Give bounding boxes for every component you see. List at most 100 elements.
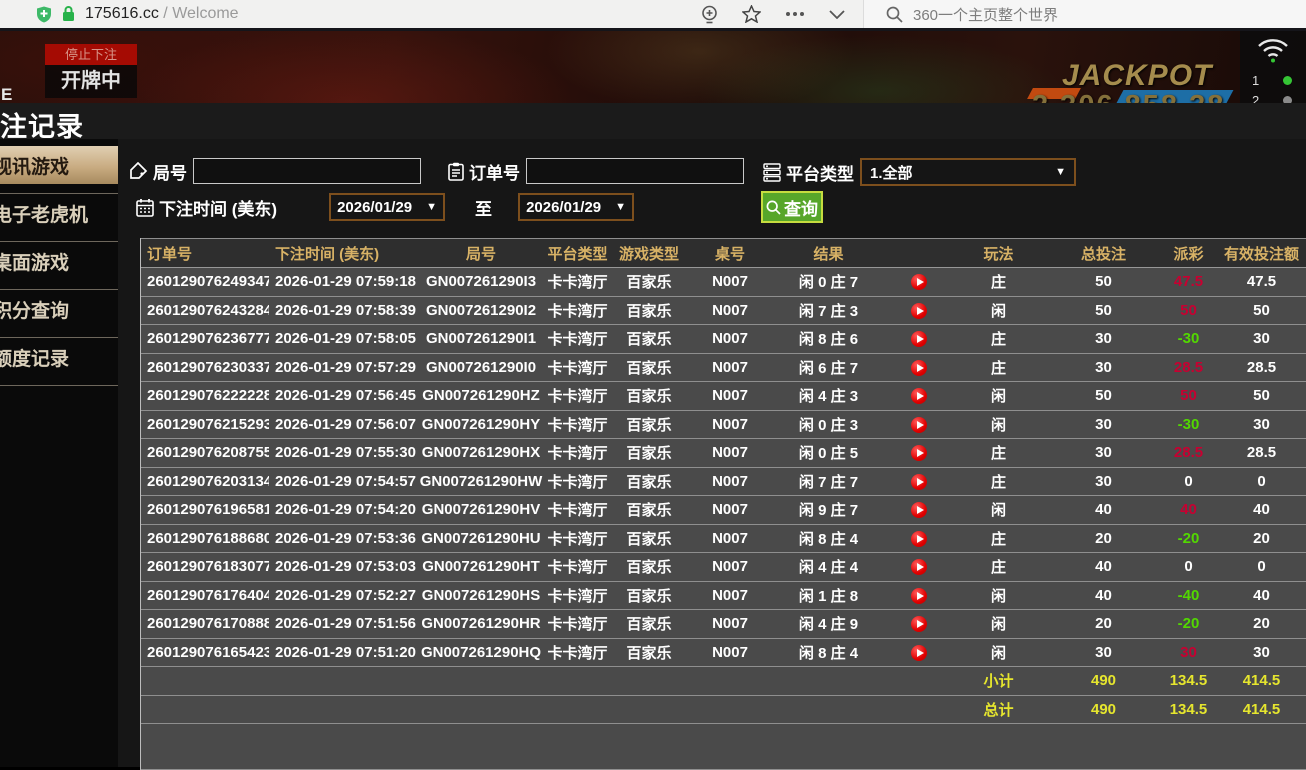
play-video-icon[interactable] [910, 530, 927, 547]
play-video-icon[interactable] [910, 445, 927, 462]
bet-side-cell: 闲 [951, 410, 1046, 439]
play-video-icon[interactable] [910, 587, 927, 604]
payout-cell: -20 [1161, 524, 1216, 553]
column-header-2: 局号 [416, 238, 546, 268]
game-type-cell: 百家乐 [609, 353, 689, 382]
sidebar-item-4[interactable]: 额度记录 [0, 338, 118, 376]
result-cell: 闲 4 庄 4 [771, 552, 886, 582]
subtotal-row-cell-10: 134.5 [1161, 666, 1216, 696]
valid-bet-cell: 50 [1216, 296, 1306, 325]
sidebar-item-0[interactable]: 视讯游戏 [0, 146, 132, 184]
table-status-badges: 停止下注 开牌中 [45, 44, 137, 98]
line-1-option[interactable]: 1 [1252, 73, 1293, 88]
payout-cell: -30 [1161, 410, 1216, 439]
play-video-icon[interactable] [910, 302, 927, 319]
play-video-icon[interactable] [910, 359, 927, 376]
order-no-cell: 260129076188680 [141, 524, 269, 553]
table-no-cell: N007 [689, 638, 771, 667]
game-no-cell: GN007261290I2 [416, 296, 546, 325]
play-video-icon[interactable] [910, 644, 927, 661]
jackpot-banner: JACKPOT 2,306,858.38 [1020, 57, 1250, 106]
zoom-page-icon[interactable] [701, 5, 718, 24]
payout-cell: 50 [1161, 381, 1216, 411]
game-no-cell: GN007261290HT [416, 552, 546, 582]
browser-search-box[interactable]: 360一个主页整个世界 [863, 0, 1306, 28]
subtotal-row-cell-4 [609, 666, 689, 696]
game-no-cell: GN007261290I1 [416, 324, 546, 354]
date-to-select[interactable]: 2026/01/29 ▼ [518, 193, 635, 221]
play-video-icon[interactable] [910, 559, 927, 576]
table-row: 260129076208755 2026-01-29 07:55:30 GN0072… [141, 438, 1306, 468]
platform-type-select[interactable]: 1.全部 ▼ [860, 158, 1076, 186]
subtotal-row-cell-11: 414.5 [1216, 666, 1306, 696]
play-cell [886, 410, 951, 439]
subtotal-row-cell-5 [689, 666, 771, 696]
total-bet-cell: 30 [1046, 410, 1161, 439]
valid-bet-cell: 28.5 [1216, 438, 1306, 468]
result-cell: 闲 8 庄 4 [771, 638, 886, 667]
sidebar-divider [0, 385, 118, 386]
play-cell [886, 381, 951, 411]
valid-bet-cell: 28.5 [1216, 353, 1306, 382]
payout-cell: -20 [1161, 609, 1216, 639]
column-header-9: 总投注 [1046, 238, 1161, 268]
payout-cell: 47.5 [1161, 267, 1216, 297]
play-cell [886, 467, 951, 496]
payout-cell: 0 [1161, 552, 1216, 582]
game-no-input[interactable] [193, 158, 421, 184]
table-no-cell: N007 [689, 581, 771, 610]
line-2-status-dot [1283, 96, 1293, 105]
sidebar-item-3[interactable]: 积分查询 [0, 290, 118, 328]
result-cell: 闲 8 庄 4 [771, 524, 886, 553]
total-bet-cell: 40 [1046, 581, 1161, 610]
valid-bet-cell: 20 [1216, 609, 1306, 639]
play-cell [886, 524, 951, 553]
chevron-down-icon: ▼ [426, 201, 438, 213]
bet-time-cell: 2026-01-29 07:54:57 [269, 467, 416, 496]
play-video-icon[interactable] [910, 274, 927, 291]
subtotal-row-cell-2 [416, 666, 546, 696]
more-menu-icon[interactable] [785, 11, 805, 17]
payout-cell: 40 [1161, 495, 1216, 525]
chevron-down-icon: ▼ [1055, 166, 1066, 178]
valid-bet-cell: 30 [1216, 410, 1306, 439]
date-to-value: 2026/01/29 [526, 198, 602, 216]
total-bet-cell: 30 [1046, 638, 1161, 667]
order-no-filter: 订单号 [448, 158, 744, 184]
game-no-cell: GN007261290HR [416, 609, 546, 639]
play-video-icon[interactable] [910, 331, 927, 348]
title-bar: 投注记录 [0, 103, 1306, 139]
line-2-option[interactable]: 2 [1252, 93, 1293, 106]
order-no-input[interactable] [526, 158, 744, 184]
total-row-cell-1 [269, 695, 416, 724]
table-body: 260129076249347 2026-01-29 07:59:18 GN0072… [141, 267, 1306, 724]
sidebar-item-1[interactable]: 电子老虎机 [0, 194, 118, 232]
result-cell: 闲 9 庄 7 [771, 495, 886, 525]
collapse-chevron-icon[interactable] [829, 9, 845, 19]
play-cell [886, 267, 951, 297]
total-row-cell-11: 414.5 [1216, 695, 1306, 724]
play-cell [886, 324, 951, 354]
date-from-select[interactable]: 2026/01/29 ▼ [329, 193, 446, 221]
valid-bet-cell: 47.5 [1216, 267, 1306, 297]
favorite-star-icon[interactable] [742, 5, 761, 23]
platform-type-label: 平台类型 [786, 164, 854, 184]
game-no-cell: GN007261290HV [416, 495, 546, 525]
sidebar-item-2[interactable]: 桌面游戏 [0, 242, 118, 280]
play-cell [886, 552, 951, 582]
valid-bet-cell: 0 [1216, 467, 1306, 496]
address-url[interactable]: 175616.cc / Welcome [85, 5, 239, 22]
jackpot-label: JACKPOT [1062, 59, 1213, 92]
play-video-icon[interactable] [910, 502, 927, 519]
play-video-icon[interactable] [910, 616, 927, 633]
play-video-icon[interactable] [910, 416, 927, 433]
bet-side-cell: 庄 [951, 438, 1046, 468]
play-video-icon[interactable] [910, 473, 927, 490]
safe-shield-icon[interactable] [36, 6, 52, 23]
column-header-4: 游戏类型 [609, 238, 689, 268]
play-video-icon[interactable] [910, 388, 927, 405]
https-lock-icon[interactable] [62, 6, 75, 22]
query-button[interactable]: 查询 [761, 191, 823, 223]
bet-side-cell: 闲 [951, 581, 1046, 610]
column-header-8: 玩法 [951, 238, 1046, 268]
